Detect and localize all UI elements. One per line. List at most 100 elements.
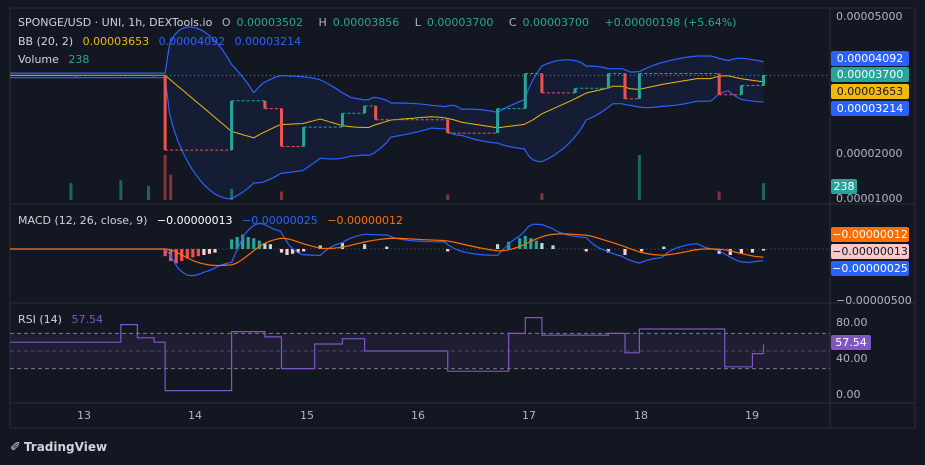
open-value: 0.00003502 [236, 16, 303, 29]
candle [363, 105, 367, 114]
macd-hist-bar [507, 241, 511, 249]
macd-hist-bar [230, 239, 234, 249]
macd-signal-tag: −0.00000012 [831, 227, 909, 242]
volume-bar [717, 191, 721, 200]
volume-bar [119, 180, 123, 200]
candle [163, 75, 167, 151]
x-axis-label: 17 [522, 409, 536, 422]
bb-lower-value: 0.00003214 [234, 35, 302, 48]
candle [496, 108, 500, 134]
macd-hist-bar [246, 237, 250, 249]
last-price-tag: 0.00003700 [831, 67, 909, 82]
candle [74, 75, 78, 77]
macd-hist-bar [252, 238, 256, 249]
rsi-axis-label: 0.00 [836, 388, 861, 401]
candle [523, 73, 527, 109]
macd-legend[interactable]: MACD (12, 26, close, 9) −0.00000013 −0.0… [18, 214, 409, 227]
candle [446, 119, 450, 134]
macd-hist-bar [640, 249, 644, 252]
rsi-axis-label: 80.00 [836, 316, 868, 329]
volume-bar [279, 191, 283, 200]
macd-line-tag: −0.00000025 [831, 261, 909, 276]
macd-hist-bar [263, 243, 267, 249]
macd-hist-bar [523, 235, 527, 249]
ohlc-open: O 0.00003502 [222, 16, 309, 29]
volume-tag: 238 [831, 179, 857, 194]
macd-hist-bar [202, 249, 206, 255]
macd-hist-bar [606, 249, 610, 253]
candle [230, 100, 234, 151]
candle [606, 73, 610, 89]
macd-signal-line [10, 233, 764, 267]
price-axis-label: 0.00001000 [836, 192, 903, 205]
macd-hist-bar [584, 249, 588, 252]
bb-basis-tag: 0.00003653 [831, 84, 909, 99]
candle [279, 108, 283, 147]
price-axis-label: 0.00005000 [836, 10, 903, 23]
rsi-value: 57.54 [71, 313, 103, 326]
macd-hist-bar [750, 249, 755, 253]
low-value: 0.00003700 [426, 16, 494, 29]
macd-hist-bar [728, 249, 732, 255]
macd-hist-bar [279, 249, 284, 253]
candle [762, 75, 766, 86]
macd-line-value: −0.00000025 [242, 214, 318, 227]
candle [302, 127, 306, 147]
macd-hist-bar [213, 249, 217, 253]
macd-hist-bar [529, 238, 533, 249]
bb-legend[interactable]: BB (20, 2) 0.00003653 0.00004092 0.00003… [18, 35, 307, 48]
candle [152, 75, 156, 77]
rsi-tag: 57.54 [831, 335, 871, 350]
volume-bar [69, 183, 73, 200]
volume-bar [762, 183, 766, 200]
macd-hist-bar [302, 249, 306, 252]
macd-hist-bar [551, 245, 555, 249]
rsi-line [10, 317, 765, 392]
symbol-label[interactable]: SPONGE/USD · UNI, 1h, DEXTools.io [18, 16, 213, 29]
x-axis-label: 13 [77, 409, 91, 422]
macd-hist-bar [235, 237, 239, 249]
ohlc-close: C 0.00003700 [509, 16, 595, 29]
bb-lower-line [10, 77, 764, 200]
tradingview-text: TradingView [23, 440, 108, 454]
macd-hist-bar [196, 249, 200, 257]
rsi-legend[interactable]: RSI (14) 57.54 [18, 313, 109, 326]
rsi-axis-label: 40.00 [836, 352, 868, 365]
macd-hist-bar [518, 238, 522, 249]
tradingview-logo[interactable]: ✐ TradingView [10, 440, 107, 455]
macd-hist-bar [540, 243, 544, 249]
volume-label: Volume [18, 53, 59, 66]
macd-hist-bar [446, 249, 450, 252]
macd-hist-bar [717, 249, 721, 254]
low-label: L [414, 16, 421, 29]
x-axis-label: 16 [411, 409, 425, 422]
bb-upper-value: 0.00004092 [158, 35, 226, 48]
macd-hist-bar [290, 249, 295, 254]
x-axis-label: 15 [300, 409, 314, 422]
price-axis-label: 0.00002000 [836, 147, 903, 160]
candle [623, 73, 627, 99]
bb-upper-tag: 0.00004092 [831, 51, 909, 66]
macd-hist-value: −0.00000013 [156, 214, 233, 227]
x-axis-label: 18 [634, 409, 648, 422]
macd-hist-bar [191, 249, 195, 258]
high-value: 0.00003856 [332, 16, 400, 29]
price-legend: SPONGE/USD · UNI, 1h, DEXTools.io O 0.000… [18, 16, 742, 29]
bb-lower-tag: 0.00003214 [831, 101, 909, 116]
volume-bar [637, 155, 641, 200]
volume-legend[interactable]: Volume 238 [18, 53, 95, 66]
macd-signal-value: −0.00000012 [327, 214, 403, 227]
macd-hist-bar [174, 249, 178, 264]
macd-hist-bar [534, 240, 538, 249]
x-axis-label: 14 [188, 409, 202, 422]
high-label: H [318, 16, 327, 29]
x-axis-label: 19 [745, 409, 759, 422]
macd-hist-bar [662, 246, 666, 249]
ohlc-low: L 0.00003700 [415, 16, 500, 29]
macd-hist-bar [318, 245, 322, 249]
macd-hist-bar [241, 234, 245, 249]
macd-hist-bar [385, 246, 389, 249]
bb-band-fill [10, 27, 764, 199]
